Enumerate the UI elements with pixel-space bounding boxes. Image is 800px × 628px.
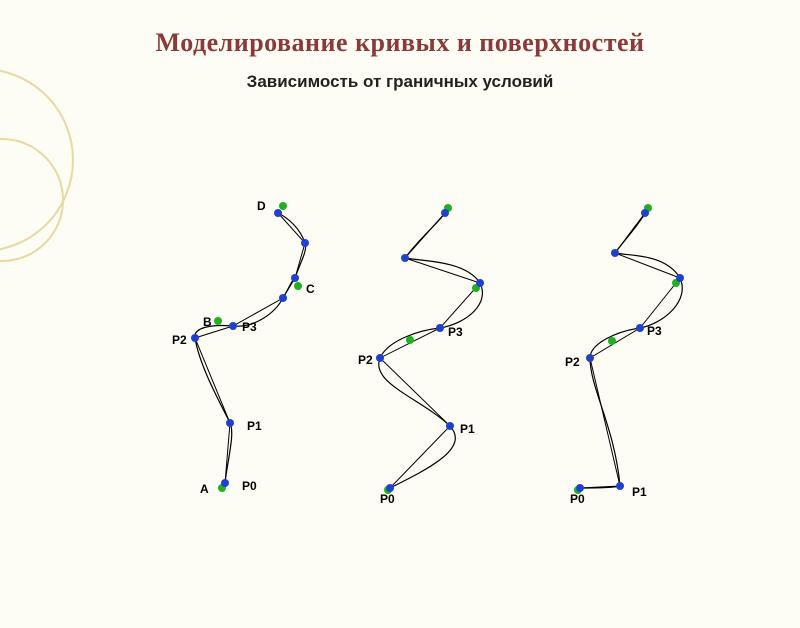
bezier-curve bbox=[278, 213, 306, 278]
point-label: P2 bbox=[358, 353, 373, 367]
control-point bbox=[436, 324, 444, 332]
control-point bbox=[221, 479, 229, 487]
control-point bbox=[401, 254, 409, 262]
control-point bbox=[229, 322, 237, 330]
point-label: P1 bbox=[632, 485, 647, 499]
control-point bbox=[291, 274, 299, 282]
control-point bbox=[301, 239, 309, 247]
control-point bbox=[446, 422, 454, 430]
control-point bbox=[586, 354, 594, 362]
bezier-curve bbox=[233, 277, 295, 327]
point-label: P2 bbox=[172, 333, 187, 347]
bezier-curve bbox=[379, 328, 456, 488]
control-point bbox=[636, 324, 644, 332]
point-label: D bbox=[257, 199, 266, 213]
bezier-curve bbox=[580, 328, 640, 488]
control-point bbox=[576, 484, 584, 492]
point-label: P3 bbox=[448, 325, 463, 339]
point-label: P3 bbox=[647, 324, 662, 338]
point-label: A bbox=[200, 482, 209, 496]
join-point bbox=[214, 317, 222, 325]
control-point bbox=[279, 294, 287, 302]
point-label: P0 bbox=[242, 479, 257, 493]
control-point bbox=[191, 334, 199, 342]
bezier-curve bbox=[405, 213, 445, 258]
control-point bbox=[441, 209, 449, 217]
point-label: B bbox=[203, 315, 212, 329]
control-point bbox=[676, 274, 684, 282]
join-point bbox=[294, 282, 302, 290]
join-point bbox=[279, 202, 287, 210]
point-label: P1 bbox=[247, 419, 262, 433]
point-label: P3 bbox=[242, 320, 257, 334]
join-point bbox=[608, 337, 616, 345]
point-label: C bbox=[306, 282, 315, 296]
point-label: P0 bbox=[570, 492, 585, 506]
control-point bbox=[476, 279, 484, 287]
point-label: P2 bbox=[565, 355, 580, 369]
control-point bbox=[616, 482, 624, 490]
point-label: P1 bbox=[460, 422, 475, 436]
control-polyline bbox=[195, 213, 305, 483]
control-point bbox=[274, 209, 282, 217]
control-point bbox=[641, 209, 649, 217]
diagram-canvas: A B C D P0 P1 P2 P3 P0 P1 P2 P3 P0 P1 P2 P3 bbox=[0, 28, 800, 628]
control-point bbox=[386, 484, 394, 492]
join-point bbox=[406, 336, 414, 344]
control-point bbox=[226, 419, 234, 427]
control-point bbox=[611, 249, 619, 257]
point-label: P0 bbox=[380, 492, 395, 506]
control-polyline bbox=[380, 213, 480, 488]
control-point bbox=[376, 354, 384, 362]
